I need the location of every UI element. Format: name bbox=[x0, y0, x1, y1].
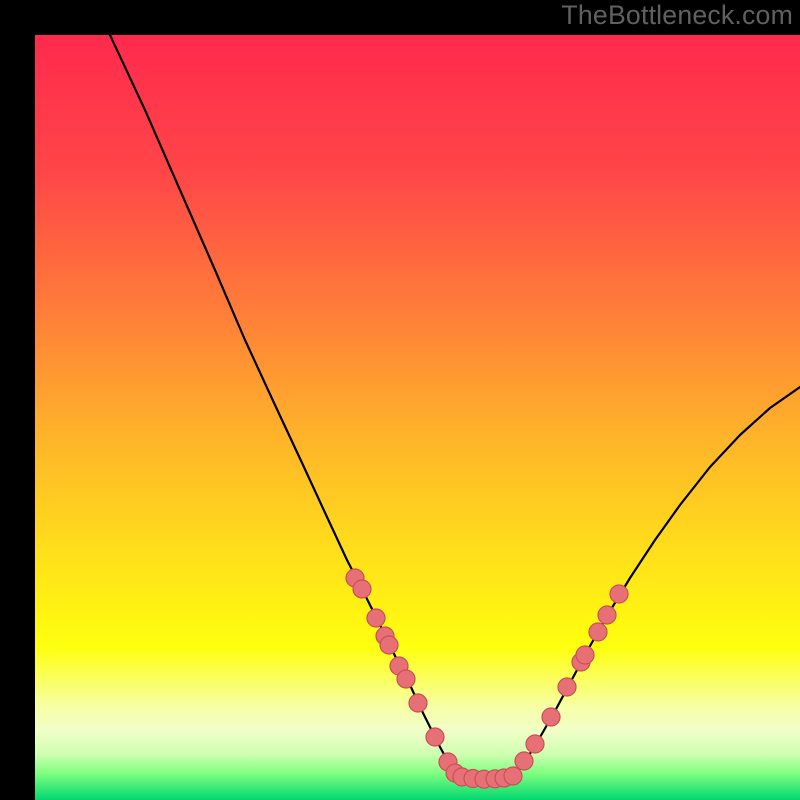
background-gradient bbox=[35, 35, 800, 800]
plot-area bbox=[35, 35, 800, 800]
outer-frame: TheBottleneck.com bbox=[0, 0, 800, 800]
watermark-text: TheBottleneck.com bbox=[561, 0, 800, 31]
